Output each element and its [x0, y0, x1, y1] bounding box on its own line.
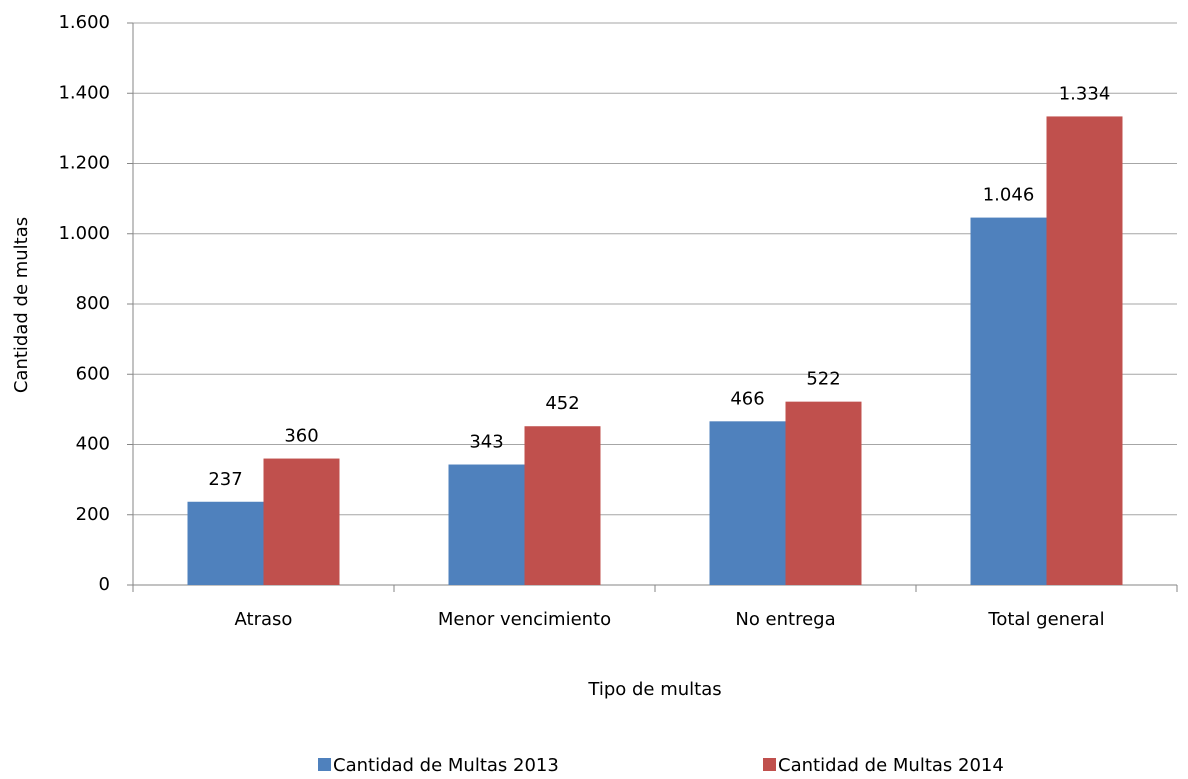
- y-tick-label: 0: [99, 574, 110, 595]
- bar: [1046, 116, 1123, 586]
- bar: [709, 421, 786, 585]
- x-axis-title: Tipo de multas: [587, 679, 721, 700]
- y-axis-title: Cantidad de multas: [11, 217, 32, 393]
- data-label: 1.334: [1059, 83, 1111, 104]
- legend-label: Cantidad de Multas 2014: [778, 755, 1004, 776]
- bar: [448, 464, 525, 585]
- x-tick-label: No entrega: [735, 609, 835, 630]
- legend-label: Cantidad de Multas 2013: [333, 755, 559, 776]
- bar: [263, 458, 340, 585]
- bar: [187, 501, 264, 585]
- bar: [785, 401, 862, 585]
- y-tick-label: 1.600: [58, 12, 110, 33]
- data-label: 1.046: [983, 185, 1035, 206]
- bar: [970, 217, 1047, 585]
- x-tick-label: Total general: [987, 609, 1104, 630]
- data-label: 452: [545, 393, 579, 414]
- legend-swatch: [763, 758, 776, 771]
- y-tick-label: 1.400: [58, 82, 110, 103]
- x-tick-label: Menor vencimiento: [438, 609, 611, 630]
- y-tick-label: 1.000: [58, 223, 110, 244]
- x-tick-label: Atraso: [235, 609, 293, 630]
- y-tick-label: 200: [76, 504, 110, 525]
- y-tick-label: 800: [76, 293, 110, 314]
- data-label: 466: [730, 388, 764, 409]
- y-tick-label: 1.200: [58, 153, 110, 174]
- y-tick-label: 400: [76, 434, 110, 455]
- data-label: 343: [469, 432, 503, 453]
- data-label: 360: [284, 426, 318, 447]
- bar: [524, 426, 601, 585]
- legend-swatch: [318, 758, 331, 771]
- data-label: 237: [208, 469, 242, 490]
- data-label: 522: [806, 369, 840, 390]
- y-tick-label: 600: [76, 363, 110, 384]
